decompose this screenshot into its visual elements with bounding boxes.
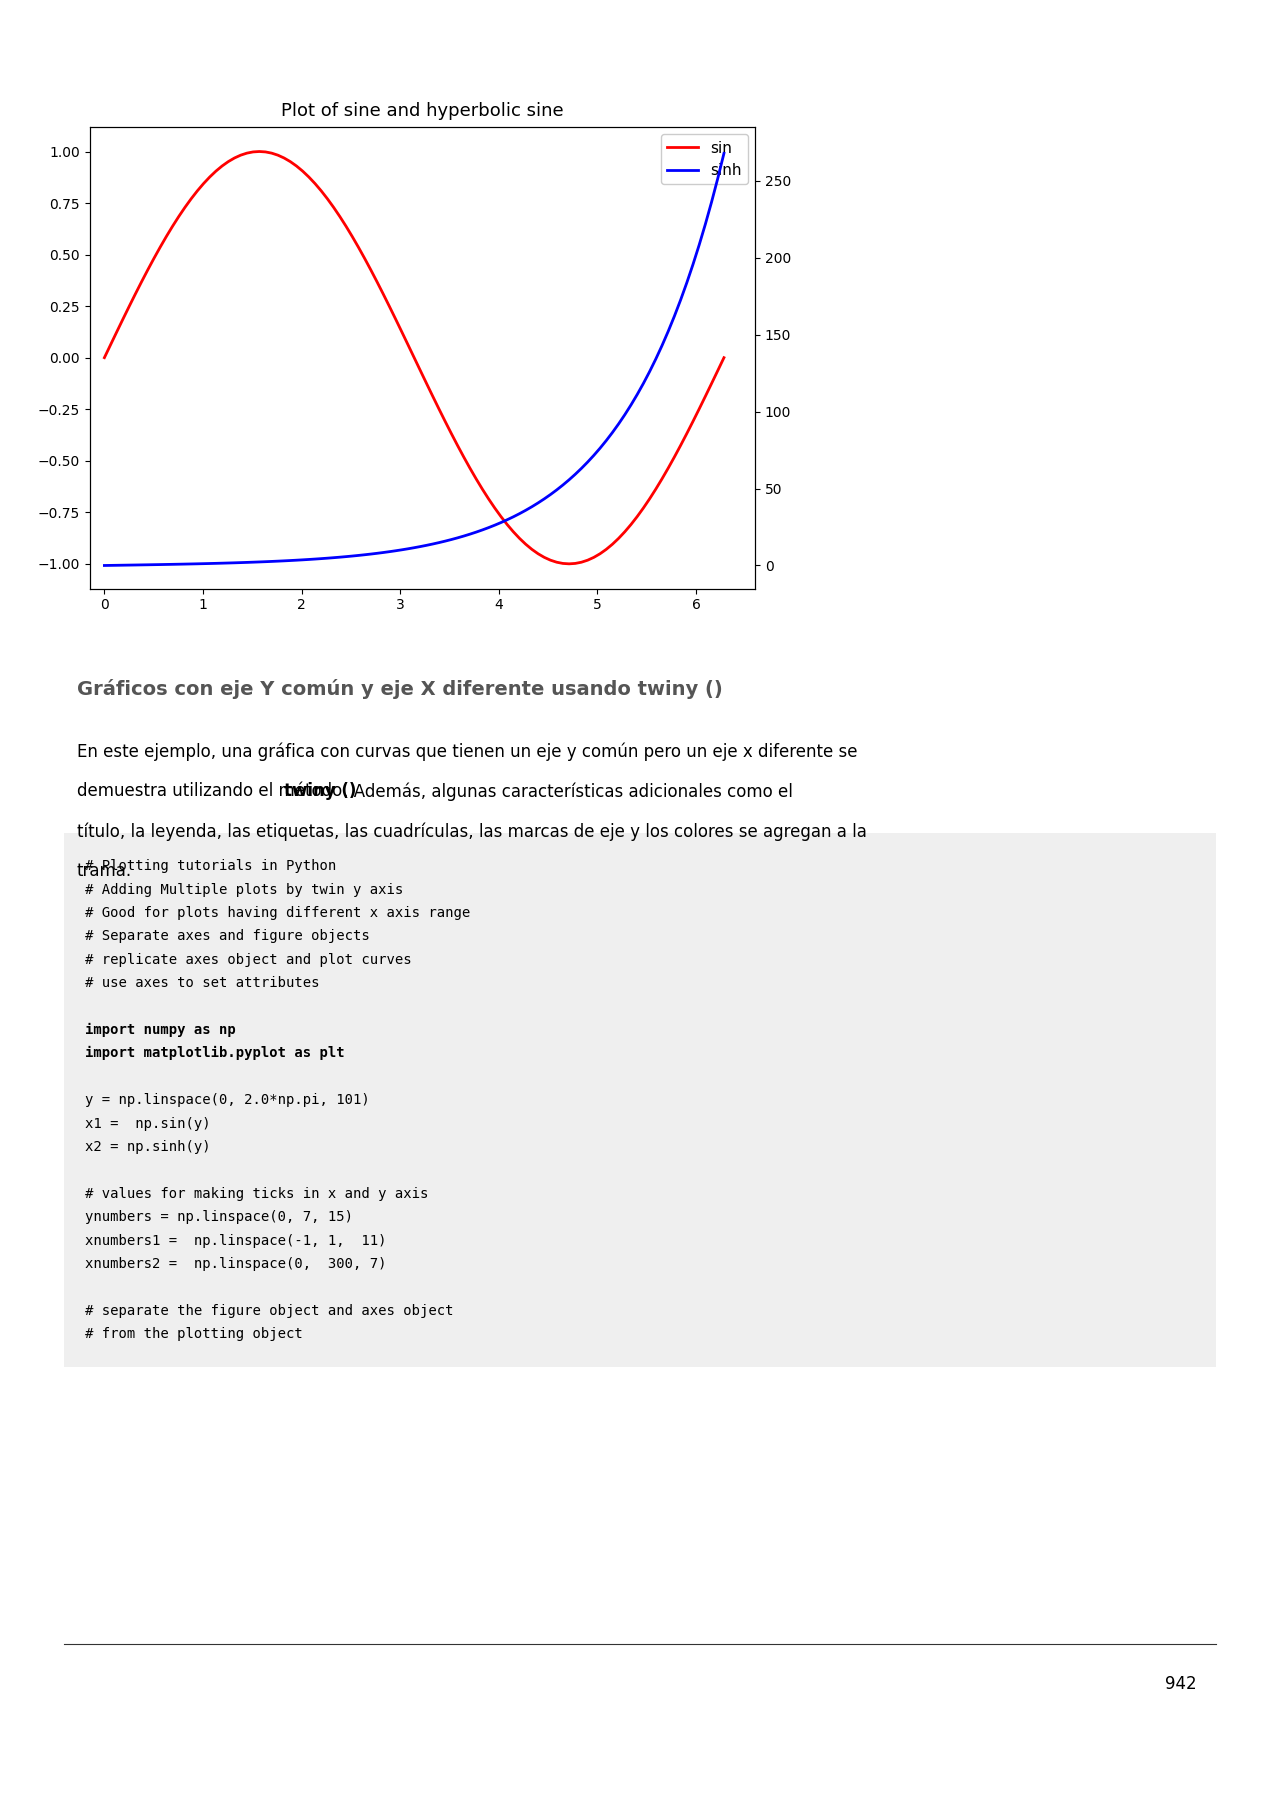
sin bbox=[475, 478, 490, 500]
Text: import matplotlib.pyplot as plt: import matplotlib.pyplot as plt bbox=[84, 1047, 344, 1061]
sin bbox=[562, 552, 577, 574]
Text: # replicate axes object and plot curves: # replicate axes object and plot curves bbox=[84, 953, 411, 967]
sinh bbox=[468, 522, 484, 543]
sinh bbox=[530, 493, 545, 514]
Text: demuestra utilizando el método: demuestra utilizando el método bbox=[77, 782, 347, 800]
Text: import numpy as np: import numpy as np bbox=[84, 1023, 236, 1038]
Text: Gráficos con eje Y común y eje X diferente usando twiny (): Gráficos con eje Y común y eje X diferen… bbox=[77, 679, 722, 699]
sin bbox=[252, 141, 268, 163]
sin bbox=[97, 346, 113, 368]
Text: # Plotting tutorials in Python: # Plotting tutorials in Python bbox=[84, 858, 335, 873]
Text: título, la leyenda, las etiquetas, las cuadrículas, las marcas de eje y los colo: título, la leyenda, las etiquetas, las c… bbox=[77, 822, 867, 840]
sinh bbox=[97, 554, 113, 576]
sinh bbox=[562, 469, 577, 491]
Text: # Separate axes and figure objects: # Separate axes and figure objects bbox=[84, 929, 370, 944]
Text: # values for making ticks in x and y axis: # values for making ticks in x and y axi… bbox=[84, 1186, 428, 1201]
sinh bbox=[252, 551, 268, 572]
Text: ynumbers = np.linspace(0, 7, 15): ynumbers = np.linspace(0, 7, 15) bbox=[84, 1210, 353, 1224]
sin bbox=[257, 141, 273, 163]
sin bbox=[140, 259, 155, 281]
Text: # Adding Multiple plots by twin y axis: # Adding Multiple plots by twin y axis bbox=[84, 882, 403, 896]
Line: sin: sin bbox=[105, 152, 724, 563]
Text: x1 =  np.sin(y): x1 = np.sin(y) bbox=[84, 1117, 210, 1130]
Text: x2 = np.sinh(y): x2 = np.sinh(y) bbox=[84, 1139, 210, 1154]
Text: En este ejemplo, una gráfica con curvas que tienen un eje y común pero un eje x : En este ejemplo, una gráfica con curvas … bbox=[77, 743, 858, 761]
Text: xnumbers1 =  np.linspace(-1, 1,  11): xnumbers1 = np.linspace(-1, 1, 11) bbox=[84, 1233, 387, 1248]
Text: . Además, algunas características adicionales como el: . Además, algunas características adicio… bbox=[338, 782, 794, 800]
Text: 942: 942 bbox=[1165, 1675, 1197, 1693]
Text: trama.: trama. bbox=[77, 862, 132, 880]
sin bbox=[717, 346, 732, 368]
Text: # Good for plots having different x axis range: # Good for plots having different x axis… bbox=[84, 906, 470, 920]
sin bbox=[573, 551, 589, 572]
sin bbox=[536, 547, 552, 569]
Text: xnumbers2 =  np.linspace(0,  300, 7): xnumbers2 = np.linspace(0, 300, 7) bbox=[84, 1257, 387, 1271]
Title: Plot of sine and hyperbolic sine: Plot of sine and hyperbolic sine bbox=[282, 101, 563, 120]
sinh bbox=[140, 554, 155, 576]
sinh bbox=[381, 541, 397, 563]
Text: twiny (): twiny () bbox=[284, 782, 357, 800]
Text: # use axes to set attributes: # use axes to set attributes bbox=[84, 976, 319, 991]
Text: y = np.linspace(0, 2.0*np.pi, 101): y = np.linspace(0, 2.0*np.pi, 101) bbox=[84, 1094, 370, 1107]
Legend: sin, sinh: sin, sinh bbox=[660, 134, 748, 185]
sin bbox=[388, 308, 403, 330]
Text: # separate the figure object and axes object: # separate the figure object and axes ob… bbox=[84, 1304, 453, 1318]
Text: # from the plotting object: # from the plotting object bbox=[84, 1327, 302, 1342]
sinh bbox=[717, 143, 732, 165]
Line: sinh: sinh bbox=[105, 154, 724, 565]
